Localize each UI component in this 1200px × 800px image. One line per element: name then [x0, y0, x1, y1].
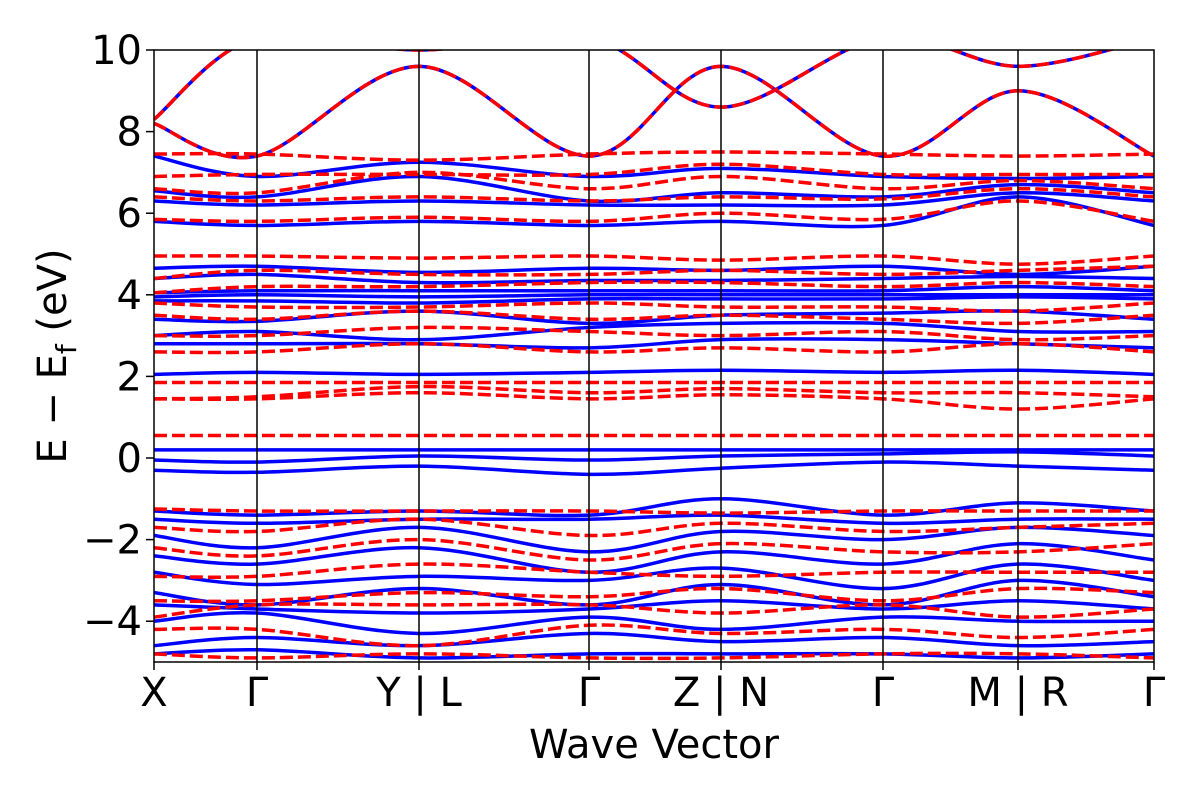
band-dashed-43: [154, 150, 1154, 162]
plot-background: [154, 50, 1154, 662]
band-solid-8: [154, 292, 1154, 299]
y-tick-label-7: 10: [91, 28, 142, 74]
x-tick-label-6: M | R: [967, 670, 1068, 716]
band-dashed-47: [154, 517, 1154, 538]
band-dashed-49: [154, 562, 1154, 579]
series-layer: [154, 50, 1154, 661]
band-dashed-45: [154, 50, 1116, 121]
y-axis-ticks: −4 −2 0 2 4 6 8 10: [83, 28, 154, 645]
band-dashed-41: [154, 170, 1154, 196]
band-dashed-40: [154, 186, 1154, 203]
y-axis-label: E − Ef (eV): [30, 248, 83, 463]
band-solid-12: [154, 195, 1154, 229]
band-dashed-48: [154, 537, 1154, 562]
band-dashed-44: [154, 64, 1154, 160]
x-tick-label-2: Y | L: [375, 670, 462, 716]
band-solid-25: [154, 610, 1154, 636]
band-solid-24: [154, 599, 1154, 615]
band-dashed-51: [154, 602, 1154, 619]
band-solid-9: [154, 284, 1154, 295]
high-symmetry-lines: [256, 50, 1019, 662]
y-axis-label-unit: (eV): [30, 248, 76, 344]
band-solid-3: [154, 368, 1154, 377]
band-dashed-37: [154, 264, 1154, 281]
band-dashed-35: [154, 301, 1154, 313]
y-tick-label-1: −2: [83, 518, 142, 564]
band-dashed-30: [154, 384, 1154, 401]
band-dashed-38: [154, 254, 1154, 266]
band-solid-13: [154, 191, 1154, 208]
band-dashed-32: [154, 342, 1154, 355]
band-solid-19: [154, 513, 1154, 526]
band-solid-11: [154, 264, 1154, 277]
y-tick-label-0: −4: [83, 599, 142, 645]
plot-frame: [153, 49, 1155, 663]
band-solid-4: [154, 337, 1154, 350]
y-axis-label-main: E − E: [30, 354, 76, 464]
band-dashed-39: [154, 199, 1154, 224]
band-dashed-34: [154, 309, 1154, 326]
y-tick-label-2: 0: [117, 436, 142, 482]
y-axis-label-subscript: f: [50, 343, 83, 354]
band-dashed-29: [154, 390, 1154, 411]
x-tick-label-0: X: [140, 670, 167, 716]
band-dashed-36: [154, 280, 1154, 295]
band-solid-27: [154, 647, 1154, 660]
x-axis-label: Wave Vector: [529, 722, 780, 768]
x-tick-label-3: Γ: [578, 670, 601, 716]
y-tick-label-4: 4: [117, 273, 142, 319]
band-solid-2: [154, 460, 1154, 477]
x-tick-label-4: Z | N: [673, 670, 769, 716]
x-tick-label-7: Γ: [1143, 670, 1166, 716]
x-tick-label-1: Γ: [246, 670, 269, 716]
x-axis-ticks: X Γ Y | L Γ Z | N Γ M | R Γ: [140, 662, 1166, 716]
band-dashed-50: [154, 586, 1154, 604]
y-tick-label-3: 2: [117, 354, 142, 400]
band-solid-26: [154, 631, 1154, 648]
band-dashed-33: [154, 325, 1154, 342]
x-tick-label-5: Γ: [872, 670, 895, 716]
band-solid-21: [154, 541, 1154, 574]
y-tick-label-5: 6: [117, 191, 142, 237]
band-solid-18: [154, 497, 1154, 518]
y-tick-label-6: 8: [117, 110, 142, 156]
band-solid-7: [154, 295, 1154, 305]
band-dashed-42: [154, 162, 1154, 179]
band-solid-1: [154, 450, 1154, 464]
band-dashed-46: [154, 507, 1154, 515]
band-dashed-53: [154, 651, 1154, 661]
band-dashed-52: [154, 623, 1154, 648]
